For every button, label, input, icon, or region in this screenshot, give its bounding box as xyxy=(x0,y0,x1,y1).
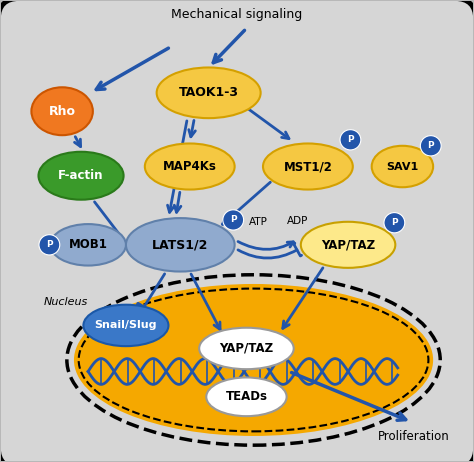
Ellipse shape xyxy=(263,144,353,189)
Ellipse shape xyxy=(145,144,235,189)
Text: P: P xyxy=(391,218,398,227)
Text: TEADs: TEADs xyxy=(226,390,267,403)
Circle shape xyxy=(420,136,441,156)
Text: TAOK1-3: TAOK1-3 xyxy=(179,86,238,99)
Text: MAP4Ks: MAP4Ks xyxy=(163,160,217,173)
Text: Rho: Rho xyxy=(49,105,76,118)
Circle shape xyxy=(223,210,244,230)
Circle shape xyxy=(384,213,405,233)
Ellipse shape xyxy=(83,305,168,346)
Text: Nucleus: Nucleus xyxy=(43,298,88,307)
Ellipse shape xyxy=(301,222,395,268)
Ellipse shape xyxy=(156,67,261,118)
Ellipse shape xyxy=(372,146,433,187)
Text: SAV1: SAV1 xyxy=(386,162,419,171)
Ellipse shape xyxy=(126,218,235,272)
Ellipse shape xyxy=(74,284,433,436)
Ellipse shape xyxy=(50,224,126,266)
Ellipse shape xyxy=(31,87,93,135)
Ellipse shape xyxy=(199,328,294,369)
Text: ATP: ATP xyxy=(249,217,268,227)
Circle shape xyxy=(340,130,361,150)
Text: P: P xyxy=(347,135,354,144)
Ellipse shape xyxy=(38,152,124,200)
Text: Mechanical signaling: Mechanical signaling xyxy=(172,8,302,21)
Text: MST1/2: MST1/2 xyxy=(283,160,332,173)
Text: P: P xyxy=(428,141,434,150)
Text: Snail/Slug: Snail/Slug xyxy=(95,321,157,330)
Text: LATS1/2: LATS1/2 xyxy=(152,238,209,251)
Text: P: P xyxy=(230,215,237,225)
Text: Proliferation: Proliferation xyxy=(378,430,450,443)
Text: ADP: ADP xyxy=(287,216,308,226)
Text: YAP/TAZ: YAP/TAZ xyxy=(321,238,375,251)
Text: MOB1: MOB1 xyxy=(69,238,108,251)
Text: P: P xyxy=(46,240,53,249)
Ellipse shape xyxy=(206,377,287,416)
Text: F-actin: F-actin xyxy=(58,169,104,182)
Text: YAP/TAZ: YAP/TAZ xyxy=(219,342,273,355)
Circle shape xyxy=(39,235,60,255)
